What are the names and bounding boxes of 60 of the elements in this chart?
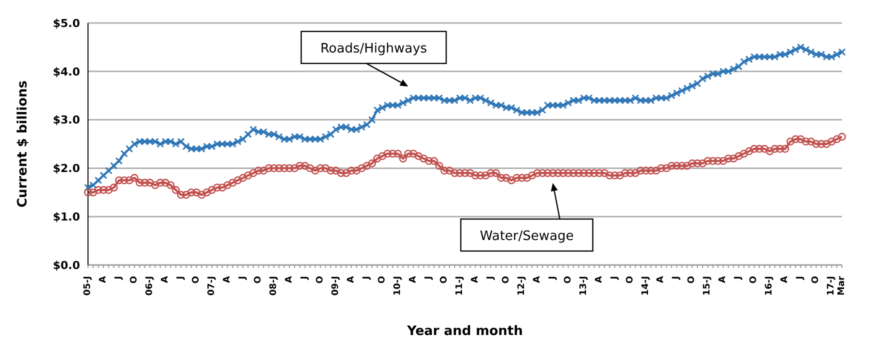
x-tick-label: J <box>114 276 124 280</box>
x-tick-label: 11-J <box>454 276 465 296</box>
x-tick-label: 16-J <box>764 276 775 296</box>
x-tick-label: J <box>238 276 248 280</box>
x-tick-label: J <box>486 276 496 280</box>
x-tick-label: A <box>222 276 232 283</box>
y-tick-label: $5.0 <box>52 16 80 30</box>
x-tick-label: 15-J <box>702 276 713 296</box>
x-tick-label: J <box>796 276 806 280</box>
x-tick-label: 14-J <box>640 276 651 296</box>
x-tick-label: O <box>687 276 698 284</box>
x-tick-label: 05-J <box>83 276 93 296</box>
y-tick-label: $4.0 <box>52 65 80 78</box>
x-tick-label: O <box>563 276 574 284</box>
x-tick-label: A <box>346 276 356 283</box>
x-tick-label: A <box>284 276 294 283</box>
y-tick-label: $0.0 <box>52 258 80 272</box>
y-tick-label: $1.0 <box>52 210 80 224</box>
x-tick-label: A <box>98 276 108 283</box>
x-tick-label: O <box>191 276 202 284</box>
x-tick-label: O <box>253 276 264 284</box>
x-tick-label: A <box>532 276 542 283</box>
x-tick-label: A <box>780 276 790 283</box>
x-tick-label: A <box>656 276 666 283</box>
x-tick-label: J <box>176 276 186 280</box>
x-tick-label: 10-J <box>392 276 403 296</box>
x-tick-label: J <box>300 276 310 280</box>
x-tick-label: O <box>439 276 450 284</box>
y-tick-label: $2.0 <box>52 162 80 176</box>
x-tick-label: 17-J <box>826 276 837 296</box>
x-tick-label: Mar <box>837 275 847 296</box>
x-tick-label: O <box>501 276 512 284</box>
x-tick-label: A <box>470 276 480 283</box>
x-tick-label: J <box>424 276 434 280</box>
x-tick-label: 13-J <box>578 276 589 296</box>
x-tick-label: 12-J <box>516 276 527 296</box>
x-tick-label: J <box>548 276 558 280</box>
x-axis-title: Year and month <box>406 324 523 339</box>
x-tick-label: A <box>594 276 604 283</box>
x-tick-label: A <box>160 276 170 283</box>
x-tick-label: A <box>408 276 418 283</box>
x-tick-label: J <box>362 276 372 280</box>
x-tick-label: O <box>129 276 140 284</box>
y-tick-label: $3.0 <box>52 114 80 127</box>
text: Roads/Highways <box>320 41 428 56</box>
x-tick-label: 08-J <box>268 276 279 296</box>
x-tick-label: 09-J <box>330 276 341 296</box>
x-tick-label: A <box>718 276 728 283</box>
x-tick-label: J <box>672 276 682 280</box>
x-tick-label: O <box>377 276 388 284</box>
x-tick-label: O <box>749 276 760 284</box>
x-tick-label: 06-J <box>144 276 155 296</box>
x-tick-label: J <box>610 276 620 280</box>
x-tick-label: O <box>625 276 636 284</box>
x-tick-label: J <box>734 276 744 280</box>
x-tick-label: 07-J <box>206 276 217 296</box>
x-tick-label: O <box>315 276 326 284</box>
y-axis-title: Current $ billions <box>16 80 31 208</box>
x-tick-label: O <box>811 276 822 284</box>
text: Water/Sewage <box>480 229 574 244</box>
